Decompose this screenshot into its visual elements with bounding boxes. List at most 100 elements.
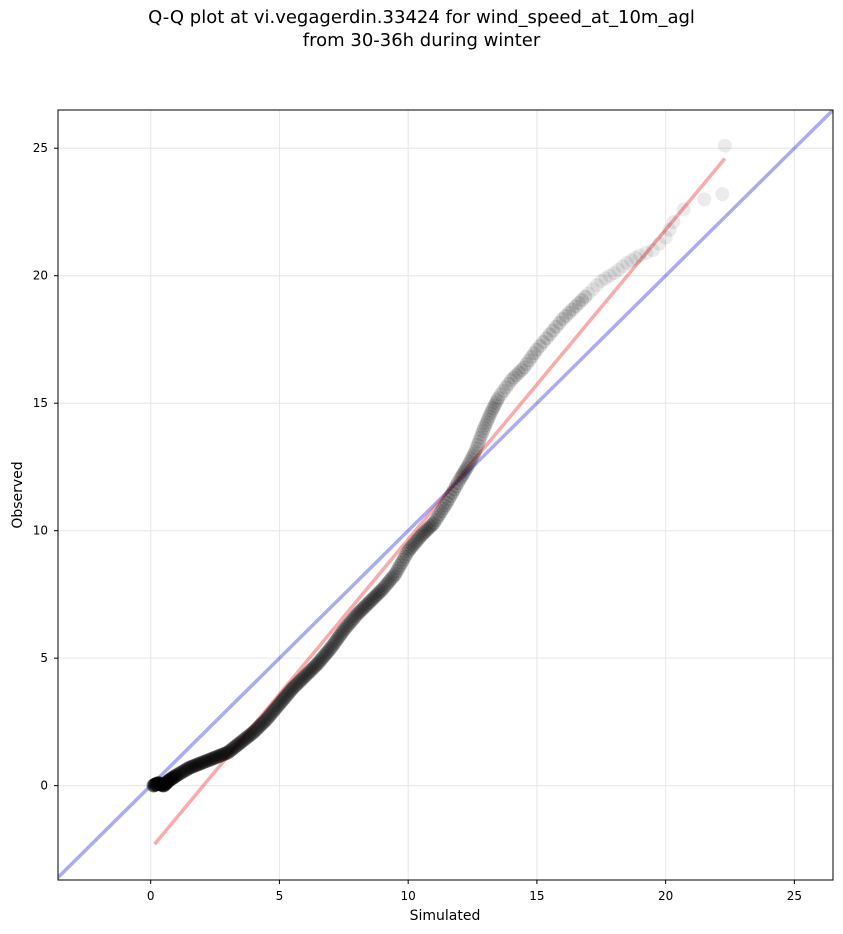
quantile-point	[151, 776, 166, 791]
quantile-point	[192, 756, 207, 771]
quantile-point	[241, 728, 256, 743]
quantile-point	[209, 750, 224, 765]
quantile-point	[273, 695, 288, 710]
x-tick-label: 0	[147, 889, 155, 903]
quantile-point	[167, 770, 182, 785]
quantile-point	[187, 758, 202, 773]
y-tick-label: 20	[33, 269, 48, 283]
quantile-point	[294, 672, 309, 687]
quantile-point	[266, 704, 281, 719]
quantile-point	[256, 715, 271, 730]
quantile-point	[163, 772, 178, 787]
quantile-point	[161, 773, 176, 788]
quantile-point	[168, 768, 183, 783]
quantile-point	[200, 753, 215, 768]
x-tick-label: 20	[658, 889, 673, 903]
quantile-point	[150, 776, 165, 791]
quantile-point	[418, 524, 433, 539]
data-layer	[58, 110, 833, 879]
quantile-point	[279, 688, 294, 703]
quantile-point	[259, 712, 274, 727]
quantile-point	[496, 383, 511, 398]
quantile-point	[506, 370, 521, 385]
quantile-point	[159, 775, 174, 790]
quantile-point	[148, 777, 163, 792]
quantile-point	[458, 463, 473, 478]
quantile-point	[545, 323, 560, 338]
quantile-point	[437, 498, 452, 513]
quantile-point	[189, 758, 204, 773]
quantile-point	[227, 740, 242, 755]
quantile-point	[377, 580, 392, 595]
chart-title: Q-Q plot at vi.vegagerdin.33424 for wind…	[0, 6, 843, 52]
quantile-point	[460, 459, 475, 474]
quantile-point	[272, 697, 287, 712]
quantile-point	[399, 546, 414, 561]
quantile-point	[462, 454, 477, 469]
quantile-point	[220, 745, 235, 760]
quantile-point	[389, 564, 404, 579]
x-tick-label: 15	[529, 889, 544, 903]
quantile-point	[325, 639, 340, 654]
quantile-point	[168, 769, 183, 784]
quantile-point	[152, 776, 167, 791]
quantile-point	[474, 427, 489, 442]
quantile-point	[270, 699, 285, 714]
quantile-point	[164, 771, 179, 786]
quantile-point	[271, 698, 286, 713]
quantile-point	[238, 731, 253, 746]
quantile-point	[298, 669, 313, 684]
quantile-point	[156, 778, 171, 793]
quantile-point	[375, 582, 390, 597]
quantile-point	[322, 642, 337, 657]
quantile-point	[174, 765, 189, 780]
quantile-point	[236, 733, 251, 748]
quantile-point	[339, 619, 354, 634]
quantile-point	[196, 755, 211, 770]
x-tick-label: 5	[276, 889, 284, 903]
quantile-point	[404, 540, 419, 555]
quantile-point	[208, 750, 223, 765]
quantile-point	[150, 776, 165, 791]
quantile-point	[267, 702, 282, 717]
quantile-point	[585, 282, 600, 297]
quantile-point	[509, 368, 524, 383]
quantile-point	[445, 485, 460, 500]
quantile-point	[289, 677, 304, 692]
quantile-point	[183, 760, 198, 775]
quantile-point	[491, 391, 506, 406]
quantile-point	[448, 479, 463, 494]
quantile-point	[149, 777, 164, 792]
quantile-point	[565, 302, 580, 317]
quantile-point	[285, 681, 300, 696]
quantile-point	[157, 777, 172, 792]
quantile-point	[486, 401, 501, 416]
fit-line	[153, 157, 727, 846]
quantile-point	[620, 255, 635, 270]
quantile-point	[222, 744, 237, 759]
quantile-point	[203, 752, 218, 767]
quantile-point	[181, 761, 196, 776]
quantile-point	[478, 418, 493, 433]
quantile-point	[470, 437, 485, 452]
quantile-point	[309, 657, 324, 672]
quantile-point	[265, 705, 280, 720]
quantile-point	[291, 675, 306, 690]
quantile-point	[193, 756, 208, 771]
quantile-point	[160, 775, 175, 790]
quantile-point	[165, 770, 180, 785]
quantile-point	[153, 777, 168, 792]
quantile-point	[169, 768, 184, 783]
quantile-point	[359, 597, 374, 612]
quantile-point	[152, 776, 167, 791]
quantile-point	[410, 532, 425, 547]
quantile-point	[177, 763, 192, 778]
quantile-point	[368, 589, 383, 604]
quantile-point	[308, 658, 323, 673]
quantile-point	[676, 202, 691, 217]
quantile-point	[552, 315, 567, 330]
quantile-point	[454, 469, 469, 484]
quantile-point	[293, 674, 308, 689]
quantile-point	[185, 759, 200, 774]
quantile-point	[254, 717, 269, 732]
